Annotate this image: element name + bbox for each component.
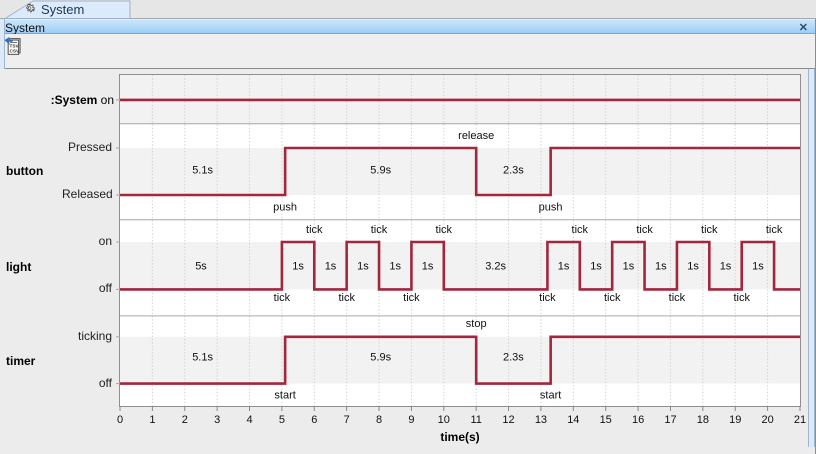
svg-text:5.1s: 5.1s <box>192 165 213 177</box>
svg-text:tick: tick <box>274 292 291 304</box>
svg-text:1s: 1s <box>623 261 635 273</box>
svg-text:start: start <box>274 390 295 402</box>
svg-text:push: push <box>273 201 297 213</box>
svg-text:3: 3 <box>214 414 220 426</box>
svg-text:2: 2 <box>182 414 188 426</box>
svg-text:4: 4 <box>246 414 252 426</box>
svg-text:3.2s: 3.2s <box>485 261 506 273</box>
svg-text:tick: tick <box>669 292 686 304</box>
svg-text:21: 21 <box>794 414 806 426</box>
svg-text:5.9s: 5.9s <box>370 165 391 177</box>
svg-text:16: 16 <box>632 414 644 426</box>
svg-text:tick: tick <box>604 292 621 304</box>
svg-text:1s: 1s <box>590 261 602 273</box>
svg-text:release: release <box>458 130 494 142</box>
svg-text:1: 1 <box>149 414 155 426</box>
svg-text:5s: 5s <box>195 261 207 273</box>
svg-text:tick: tick <box>371 224 388 236</box>
svg-text:1s: 1s <box>720 261 732 273</box>
svg-text:2.3s: 2.3s <box>503 351 524 363</box>
svg-text:tick: tick <box>539 292 556 304</box>
svg-text:start: start <box>540 390 561 402</box>
svg-text:1s: 1s <box>422 261 434 273</box>
svg-text:10: 10 <box>438 414 450 426</box>
svg-text:tick: tick <box>338 292 355 304</box>
svg-text:CSV: CSV <box>9 48 20 54</box>
svg-text:1s: 1s <box>292 261 304 273</box>
svg-text:tick: tick <box>636 224 653 236</box>
svg-text:20: 20 <box>761 414 773 426</box>
svg-text:1s: 1s <box>558 261 570 273</box>
svg-text:tick: tick <box>733 292 750 304</box>
svg-text:tick: tick <box>306 224 323 236</box>
svg-text:tick: tick <box>701 224 718 236</box>
svg-text:1s: 1s <box>357 261 369 273</box>
svg-text:6: 6 <box>311 414 317 426</box>
svg-text:8: 8 <box>376 414 382 426</box>
svg-text:12: 12 <box>502 414 514 426</box>
svg-text:5: 5 <box>279 414 285 426</box>
svg-text:1s: 1s <box>389 261 401 273</box>
svg-text:push: push <box>539 201 563 213</box>
svg-text:time(s): time(s) <box>440 430 479 444</box>
svg-text:14: 14 <box>567 414 579 426</box>
svg-text:13: 13 <box>535 414 547 426</box>
svg-text:17: 17 <box>664 414 676 426</box>
svg-text:tick: tick <box>436 224 453 236</box>
svg-text:1s: 1s <box>655 261 667 273</box>
svg-text:tick: tick <box>766 224 783 236</box>
svg-text:tick: tick <box>403 292 420 304</box>
svg-text:15: 15 <box>600 414 612 426</box>
svg-text:18: 18 <box>697 414 709 426</box>
svg-text:1s: 1s <box>752 261 764 273</box>
svg-text:5.9s: 5.9s <box>370 351 391 363</box>
svg-text:1s: 1s <box>325 261 337 273</box>
svg-text:11: 11 <box>470 414 481 426</box>
svg-text:stop: stop <box>466 318 487 330</box>
svg-text:tick: tick <box>572 224 589 236</box>
svg-text:9: 9 <box>408 414 414 426</box>
svg-text:7: 7 <box>344 414 350 426</box>
svg-text:2.3s: 2.3s <box>503 165 524 177</box>
svg-text:19: 19 <box>729 414 741 426</box>
svg-text:5.1s: 5.1s <box>192 351 213 363</box>
svg-text:0: 0 <box>117 414 123 426</box>
svg-text:1s: 1s <box>687 261 699 273</box>
